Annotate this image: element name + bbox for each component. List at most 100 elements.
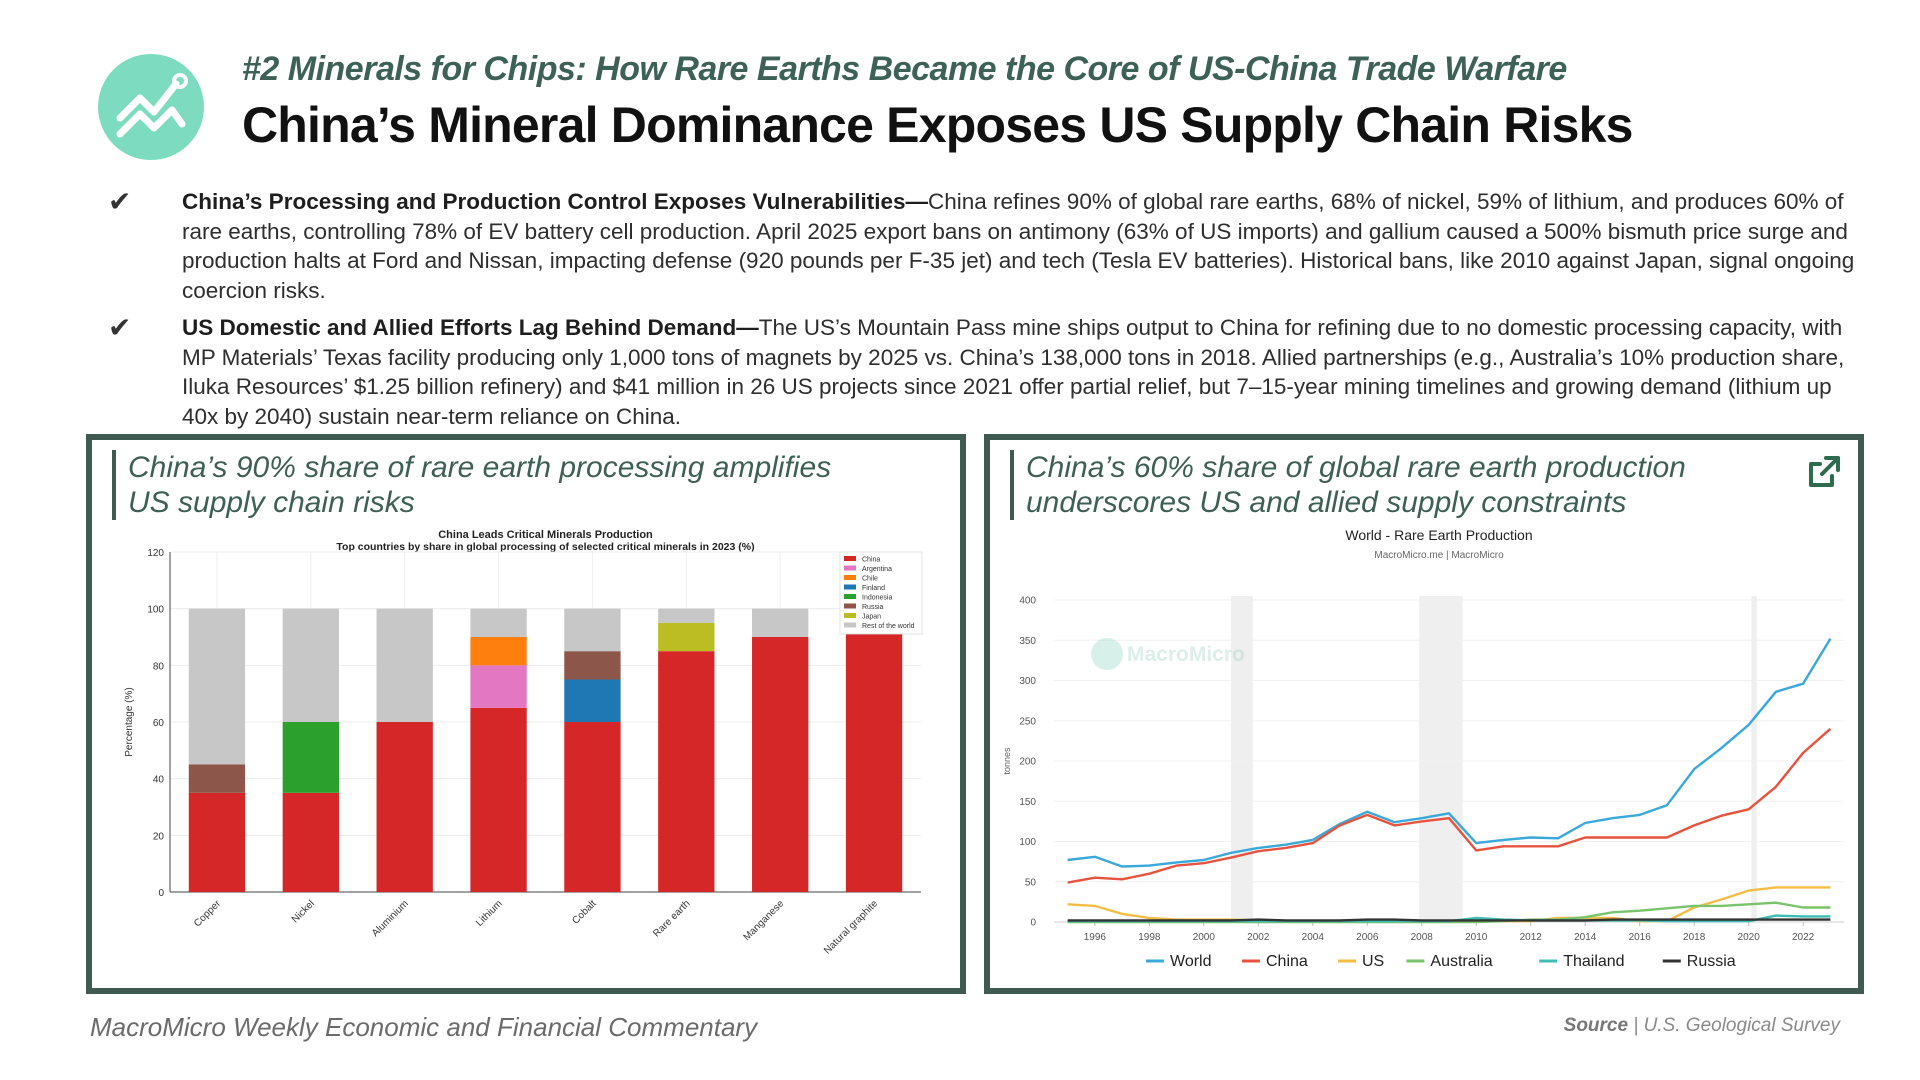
watermark-text: MacroMicro — [1127, 643, 1245, 666]
recession-shading — [1231, 596, 1253, 922]
y-tick-label: 100 — [147, 605, 164, 616]
bar-segment — [376, 722, 433, 892]
series-line — [1067, 918, 1831, 922]
external-link-icon[interactable] — [1804, 452, 1844, 492]
legend-label: Australia — [1430, 953, 1492, 970]
y-tick-label: 60 — [153, 718, 165, 729]
source-text: | U.S. Geological Survey — [1628, 1015, 1840, 1036]
y-tick-label: 20 — [153, 831, 165, 842]
bullet-body: China refines 90% of global rare earths,… — [182, 189, 1855, 303]
x-tick-label: 1996 — [1084, 932, 1107, 943]
legend-swatch — [844, 613, 856, 618]
y-axis-label: Percentage (%) — [124, 687, 135, 756]
macromicro-logo — [98, 54, 204, 160]
x-tick-label: 2018 — [1683, 932, 1706, 943]
y-tick-label: 300 — [1019, 676, 1036, 687]
bar-segment — [564, 722, 621, 892]
x-tick-label: Natural graphite — [822, 898, 880, 956]
bullet-list: ✔ China’s Processing and Production Cont… — [108, 187, 1868, 439]
y-tick-label: 200 — [1019, 757, 1036, 768]
source-label: Source — [1563, 1015, 1629, 1036]
bullet-heading: China’s Processing and Production Contro… — [182, 189, 928, 214]
bar-segment — [658, 622, 715, 652]
watermark: MacroMicro — [1091, 638, 1245, 670]
checkmark-icon: ✔ — [108, 186, 132, 217]
chart-legend: China Argentina Chile Finland Indonesia Russi… — [839, 551, 923, 635]
legend-label: World — [1170, 953, 1212, 970]
y-tick-label: 400 — [1019, 596, 1036, 607]
series-line — [1067, 727, 1832, 884]
legend-label: Rest of the world — [862, 623, 915, 630]
watermark-logo-icon — [1091, 638, 1123, 670]
bullet-text: China’s Processing and Production Contro… — [182, 187, 1868, 305]
y-tick-label: 350 — [1019, 636, 1036, 647]
y-tick-label: 50 — [1025, 877, 1037, 888]
bar-segment — [658, 651, 715, 892]
trend-chart-icon — [116, 73, 188, 138]
bar-segment — [376, 608, 433, 722]
legend-label: Chile — [862, 576, 878, 583]
x-tick-label: 1998 — [1138, 932, 1161, 943]
footer-source: Source | U.S. Geological Survey — [1564, 1015, 1840, 1037]
y-axis-label: tonnes — [1002, 747, 1012, 775]
y-tick-label: 0 — [158, 888, 164, 899]
page-title: China’s Mineral Dominance Exposes US Sup… — [242, 97, 1633, 153]
processing-share-panel: China’s 90% share of rare earth processi… — [86, 434, 966, 994]
x-tick-label: Cobalt — [570, 898, 598, 926]
bar-segment — [658, 608, 715, 623]
legend-label: Thailand — [1563, 953, 1624, 970]
bullet-item: ✔ US Domestic and Allied Efforts Lag Beh… — [108, 313, 1868, 431]
x-tick-label: Manganese — [742, 898, 787, 943]
legend-box — [839, 551, 923, 635]
panel-title: China’s 90% share of rare earth processi… — [112, 450, 848, 520]
legend-swatch — [844, 603, 856, 609]
legend-label: Finland — [862, 585, 885, 592]
bar-segment — [470, 707, 527, 892]
rare-earth-production-chart: World - Rare Earth Production MacroMicro.… — [1002, 527, 1844, 970]
bar-segment — [282, 608, 339, 722]
bullet-text: US Domestic and Allied Efforts Lag Behin… — [182, 313, 1868, 431]
recession-shading — [1419, 596, 1463, 922]
page-subtitle: #2 Minerals for Chips: How Rare Earths B… — [242, 50, 1567, 88]
x-tick-label: 2016 — [1629, 932, 1652, 943]
chart-source: MacroMicro.me | MacroMicro — [1374, 550, 1504, 561]
legend-swatch — [844, 565, 856, 571]
bullet-body: The US’s Mountain Pass mine ships output… — [182, 315, 1845, 429]
bar-segment — [752, 608, 809, 637]
series-line — [1067, 637, 1832, 868]
bar-segment — [564, 651, 621, 680]
minerals-bar-chart: China Leads Critical Minerals Production… — [124, 529, 923, 956]
y-tick-label: 100 — [1019, 837, 1036, 848]
x-tick-label: Copper — [192, 898, 223, 929]
bar-segment — [188, 764, 246, 793]
bullet-heading: US Domestic and Allied Efforts Lag Behin… — [182, 315, 759, 340]
legend-swatch — [844, 584, 856, 590]
y-tick-label: 150 — [1019, 797, 1036, 808]
x-tick-label: 2004 — [1302, 932, 1325, 943]
bar-segment — [564, 608, 621, 652]
x-tick-label: 2008 — [1411, 932, 1434, 943]
y-tick-label: 250 — [1019, 716, 1036, 727]
bar-segment — [564, 679, 621, 722]
legend-label: Japan — [862, 614, 881, 621]
bar-segment — [282, 792, 339, 892]
legend-swatch — [844, 575, 856, 580]
production-share-panel: China’s 60% share of global rare earth p… — [984, 434, 1864, 994]
x-tick-label: Nickel — [290, 898, 317, 925]
chart-subtitle: Top countries by share in global process… — [336, 541, 754, 553]
bar-segment — [470, 637, 527, 666]
chart-title: China Leads Critical Minerals Production — [438, 529, 653, 541]
bullet-item: ✔ China’s Processing and Production Cont… — [108, 187, 1868, 305]
x-tick-label: Lithium — [474, 898, 505, 929]
x-tick-label: Rare earth — [651, 898, 692, 939]
x-tick-label: 2012 — [1520, 932, 1543, 943]
bar-segment — [470, 665, 527, 708]
checkmark-icon: ✔ — [108, 312, 132, 343]
x-tick-label: 2002 — [1247, 932, 1270, 943]
bar-segment — [188, 792, 246, 892]
legend-label: Russia — [862, 604, 884, 611]
legend-label: Russia — [1687, 953, 1736, 970]
legend-label: China — [862, 557, 880, 564]
x-tick-label: 2000 — [1193, 932, 1216, 943]
x-tick-label: 2020 — [1738, 932, 1761, 943]
